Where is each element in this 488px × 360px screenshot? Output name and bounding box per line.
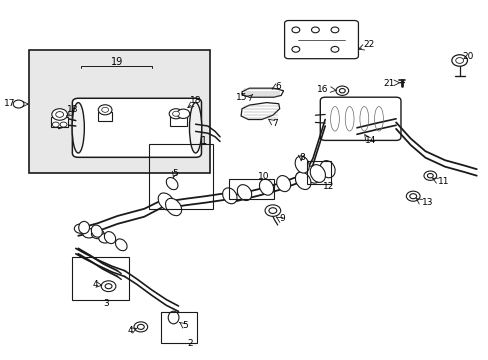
Bar — [228, 179, 273, 199]
Circle shape — [455, 58, 463, 63]
Circle shape — [330, 46, 338, 52]
Circle shape — [406, 191, 419, 201]
Text: 9: 9 — [279, 213, 285, 222]
Circle shape — [177, 109, 189, 118]
Text: 4: 4 — [92, 280, 98, 289]
Circle shape — [427, 174, 432, 178]
Ellipse shape — [165, 198, 181, 216]
Circle shape — [99, 234, 111, 243]
Ellipse shape — [237, 185, 251, 201]
Text: 15: 15 — [236, 93, 247, 102]
Text: 22: 22 — [363, 40, 374, 49]
Circle shape — [451, 55, 467, 66]
Text: 5: 5 — [172, 168, 178, 177]
Text: 18: 18 — [189, 96, 201, 105]
Ellipse shape — [305, 166, 320, 183]
Polygon shape — [242, 88, 283, 97]
Circle shape — [264, 205, 280, 216]
Text: 14: 14 — [364, 136, 376, 145]
Circle shape — [74, 224, 87, 233]
Bar — [169, 116, 186, 126]
Ellipse shape — [158, 193, 174, 210]
Circle shape — [105, 284, 112, 289]
Bar — [98, 112, 112, 121]
Circle shape — [311, 27, 319, 33]
Circle shape — [102, 107, 108, 112]
Circle shape — [268, 208, 276, 213]
FancyBboxPatch shape — [320, 97, 400, 140]
Circle shape — [91, 229, 104, 239]
Text: 6: 6 — [275, 82, 281, 91]
Circle shape — [423, 171, 436, 180]
Text: 16: 16 — [316, 85, 328, 94]
Circle shape — [98, 105, 112, 115]
Ellipse shape — [295, 171, 310, 189]
Text: 2: 2 — [186, 339, 192, 348]
Ellipse shape — [104, 231, 116, 244]
Circle shape — [82, 229, 95, 238]
Bar — [161, 312, 196, 343]
Text: 3: 3 — [103, 299, 109, 307]
Text: 11: 11 — [437, 177, 448, 186]
Bar — [51, 117, 68, 127]
Ellipse shape — [295, 156, 308, 173]
Ellipse shape — [276, 176, 290, 192]
Text: 13: 13 — [421, 198, 432, 207]
Circle shape — [291, 46, 299, 52]
Circle shape — [52, 122, 59, 127]
Text: 8: 8 — [299, 153, 305, 162]
Circle shape — [13, 100, 24, 108]
Ellipse shape — [259, 179, 273, 195]
Ellipse shape — [320, 161, 334, 178]
Bar — [29, 50, 210, 173]
Circle shape — [330, 27, 338, 33]
Ellipse shape — [222, 188, 237, 204]
Bar — [149, 144, 212, 209]
Text: 20: 20 — [461, 52, 472, 61]
Polygon shape — [241, 103, 279, 120]
Ellipse shape — [72, 103, 84, 153]
Text: 21: 21 — [383, 79, 394, 88]
Circle shape — [339, 89, 345, 93]
Bar — [72, 257, 128, 300]
Circle shape — [169, 109, 183, 119]
Text: 19: 19 — [111, 57, 123, 67]
Circle shape — [56, 112, 63, 117]
Text: 18: 18 — [66, 104, 78, 114]
Circle shape — [134, 322, 147, 332]
Text: 12: 12 — [322, 182, 334, 191]
Ellipse shape — [79, 221, 89, 234]
Circle shape — [335, 86, 348, 95]
Circle shape — [60, 122, 67, 127]
Circle shape — [101, 281, 116, 292]
Ellipse shape — [295, 172, 310, 189]
Text: 7: 7 — [271, 118, 277, 127]
Circle shape — [172, 111, 179, 116]
Text: 4: 4 — [127, 325, 133, 335]
Text: 10: 10 — [258, 172, 269, 181]
FancyBboxPatch shape — [72, 98, 201, 157]
Circle shape — [291, 27, 299, 33]
Text: 17: 17 — [4, 99, 16, 108]
Circle shape — [137, 324, 144, 329]
Ellipse shape — [309, 165, 325, 183]
Bar — [306, 161, 330, 184]
Ellipse shape — [91, 225, 102, 237]
Ellipse shape — [168, 311, 179, 324]
Ellipse shape — [189, 103, 202, 153]
Circle shape — [409, 194, 416, 199]
Ellipse shape — [115, 239, 127, 251]
FancyBboxPatch shape — [284, 21, 358, 59]
Text: 1: 1 — [201, 136, 207, 147]
Circle shape — [52, 109, 67, 120]
Ellipse shape — [166, 177, 178, 190]
Text: 5: 5 — [182, 321, 187, 330]
